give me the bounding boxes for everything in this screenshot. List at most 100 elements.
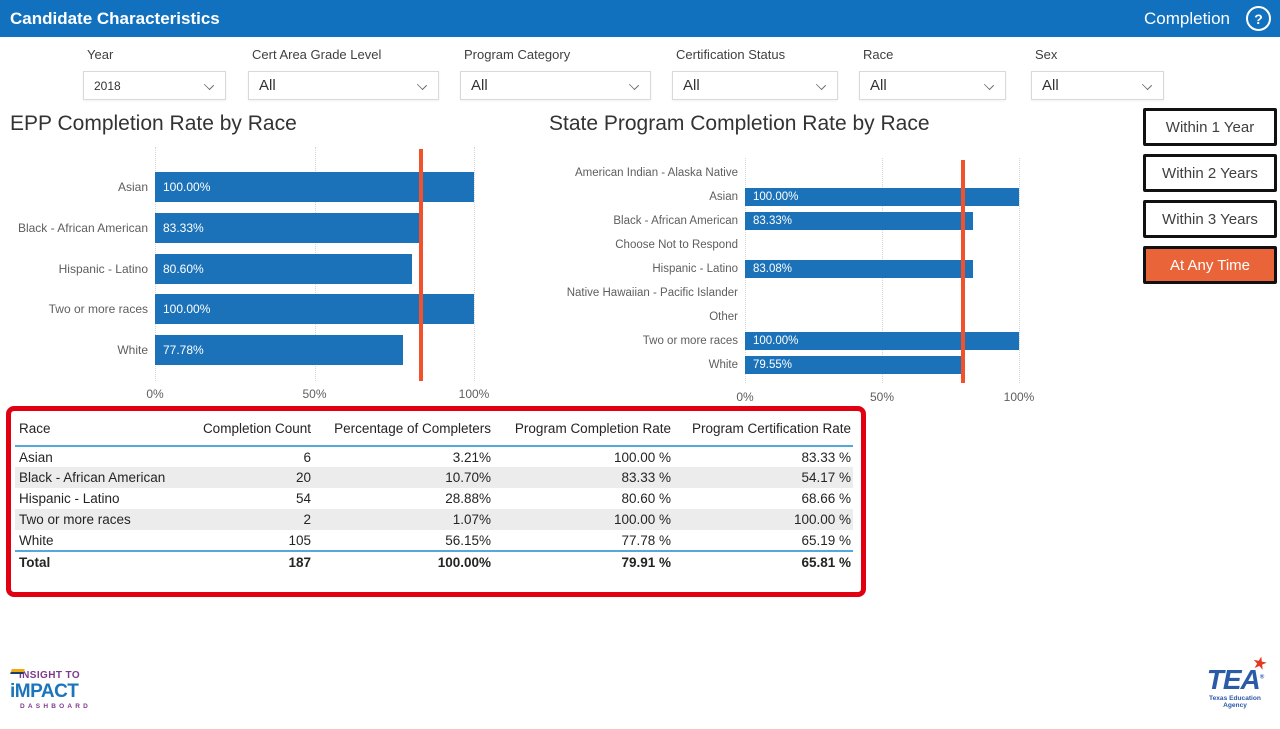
epp-completion-chart: Asian 100.00% Black - African American 83.3… — [0, 147, 534, 407]
chevron-down-icon — [983, 79, 995, 91]
bar-white[interactable]: 79.55% — [745, 356, 963, 374]
bar-hispanic-latino[interactable]: 83.08% — [745, 260, 973, 278]
filter-dropdown-sex[interactable]: All — [1031, 71, 1164, 100]
star-icon: ★ — [1251, 653, 1267, 674]
table-cell: 10.70% — [313, 467, 493, 488]
category-label-black-african-american: Black - African American — [17, 220, 148, 235]
tea-logo-text: TEA ★ ® — [1206, 653, 1267, 695]
x-axis-tick: 100% — [1003, 390, 1035, 404]
category-label-white: White — [708, 359, 738, 371]
table-cell: 1.07% — [313, 509, 493, 530]
title-bar: Candidate Characteristics Completion ? — [0, 0, 1280, 37]
reference-line — [961, 160, 966, 383]
button-within-3-years[interactable]: Within 3 Years — [1143, 200, 1277, 238]
gridline — [474, 147, 475, 381]
filter-dropdown-certification-status[interactable]: All — [672, 71, 838, 100]
bar-white[interactable]: 77.78% — [155, 335, 404, 365]
table-cell: 77.78 % — [621, 532, 671, 548]
highlight-box: Race Completion Count Percentage of Comple… — [6, 406, 866, 597]
button-at-any-time[interactable]: At Any Time — [1143, 246, 1277, 284]
chevron-down-icon — [416, 79, 428, 91]
bar-hispanic-latino[interactable]: 80.60% — [155, 253, 413, 284]
button-within-2-years[interactable]: Within 2 Years — [1143, 154, 1277, 192]
table-cell: White — [19, 532, 54, 548]
table-row-asian[interactable]: Asian 6 3.21% 100.00 % 83.33 % — [15, 446, 853, 467]
category-label-hispanic-latino: Hispanic - Latino — [58, 261, 148, 276]
table-row-hispanic-latino[interactable]: Hispanic - Latino 54 28.88% 80.60 % 68.66 % — [15, 488, 853, 509]
help-icon[interactable]: ? — [1246, 6, 1271, 31]
table-total-cell: 79.91 % — [493, 550, 673, 572]
table-cell: 100.00 % — [613, 449, 671, 465]
category-label-asian: Asian — [117, 180, 148, 194]
bar-asian[interactable]: 100.00% — [745, 188, 1019, 206]
table-row-white[interactable]: White 105 56.15% 77.78 % 65.19 % — [15, 530, 853, 551]
filter-dropdown-year[interactable]: 2018 — [83, 71, 226, 100]
category-label-native-hawaiian-pacific-islander: Native Hawaiian - Pacific Islander — [566, 287, 738, 299]
section-label-completion: Completion — [1144, 8, 1230, 28]
page-title: Candidate Characteristics — [10, 8, 220, 28]
epp-chart-title: EPP Completion Rate by Race — [10, 112, 297, 135]
x-axis-tick: 0% — [736, 390, 754, 404]
filter-dropdown-program-category[interactable]: All — [460, 71, 651, 100]
bar-asian[interactable]: 100.00% — [155, 172, 474, 202]
graduation-cap-icon — [10, 669, 25, 674]
logo-line2: iMPACT — [10, 681, 79, 702]
x-axis-tick: 50% — [869, 390, 895, 404]
column-header-completion-count: Completion Count — [185, 421, 313, 447]
bar-black-african-american[interactable]: 83.33% — [155, 212, 421, 243]
table-cell: 83.33 % — [801, 449, 851, 465]
filter-label-cert-area-grade-level: Cert Area Grade Level — [252, 47, 382, 62]
button-within-1-year[interactable]: Within 1 Year — [1143, 108, 1277, 146]
category-label-hispanic-latino: Hispanic - Latino — [652, 263, 738, 275]
filter-dropdown-race[interactable]: All — [859, 71, 1006, 100]
x-axis-tick: 50% — [302, 387, 327, 401]
table-total-row: Total 187 100.00% 79.91 % 65.81 % — [15, 550, 853, 572]
table-total-cell: 100.00% — [313, 550, 493, 572]
chevron-down-icon — [1141, 79, 1153, 91]
table-cell: 100.00 % — [493, 509, 673, 530]
bar-value-label: 79.55% — [753, 359, 793, 371]
chevron-down-icon — [815, 79, 827, 91]
bar-value-label: 100.00% — [753, 335, 799, 347]
category-label-other: Other — [709, 311, 738, 323]
help-glyph: ? — [1254, 10, 1263, 27]
category-label-american-indian-alaska-native: American Indian - Alaska Native — [575, 167, 738, 179]
tea-logo-subtext: Texas Education Agency — [1209, 695, 1261, 709]
table-row-two-or-more-races[interactable]: Two or more races 2 1.07% 100.00 % 100.00 % — [15, 509, 853, 530]
table-cell: 100.00 % — [673, 509, 853, 530]
filter-label-certification-status: Certification Status — [676, 47, 786, 62]
bar-two-or-more-races[interactable]: 100.00% — [155, 294, 474, 325]
state-chart-title: State Program Completion Rate by Race — [549, 112, 930, 135]
bar-value-label: 100.00% — [753, 191, 799, 203]
table-cell: Asian — [19, 449, 53, 465]
table-cell: 56.15% — [445, 532, 491, 548]
table-cell: 105 — [288, 532, 311, 548]
table-row-black-african-american[interactable]: Black - African American 20 10.70% 83.33 % 5… — [15, 467, 853, 488]
dropdown-value: All — [1042, 77, 1059, 94]
bar-value-label: 80.60% — [163, 261, 204, 276]
chevron-down-icon — [628, 79, 640, 91]
dropdown-value: All — [683, 77, 700, 94]
x-axis-tick: 0% — [146, 387, 164, 401]
table-cell: Two or more races — [15, 509, 185, 530]
category-label-asian: Asian — [709, 191, 738, 203]
table-total-cell: 65.81 % — [673, 550, 853, 572]
column-header-program-completion-rate: Program Completion Rate — [493, 421, 673, 447]
column-header-program-certification-rate: Program Certification Rate — [673, 421, 853, 447]
bar-black-african-american[interactable]: 83.33% — [745, 212, 974, 230]
dropdown-value: All — [870, 77, 887, 94]
bar-value-label: 83.08% — [753, 263, 793, 275]
filter-label-year: Year — [87, 47, 114, 62]
table-cell: 83.33 % — [493, 467, 673, 488]
category-label-two-or-more-races: Two or more races — [642, 335, 738, 347]
logo-line1: INSIGHT TO — [19, 670, 81, 681]
bar-two-or-more-races[interactable]: 100.00% — [745, 332, 1019, 350]
bar-value-label: 100.00% — [163, 180, 211, 194]
filter-label-sex: Sex — [1035, 47, 1058, 62]
filter-dropdown-cert-area-grade-level[interactable]: All — [248, 71, 439, 100]
tea-logo: TEA ★ ® Texas Education Agency — [1200, 653, 1270, 709]
bar-value-label: 83.33% — [163, 220, 204, 235]
table-cell: Black - African American — [15, 467, 185, 488]
table-header-row: Race Completion Count Percentage of Comple… — [15, 421, 853, 447]
